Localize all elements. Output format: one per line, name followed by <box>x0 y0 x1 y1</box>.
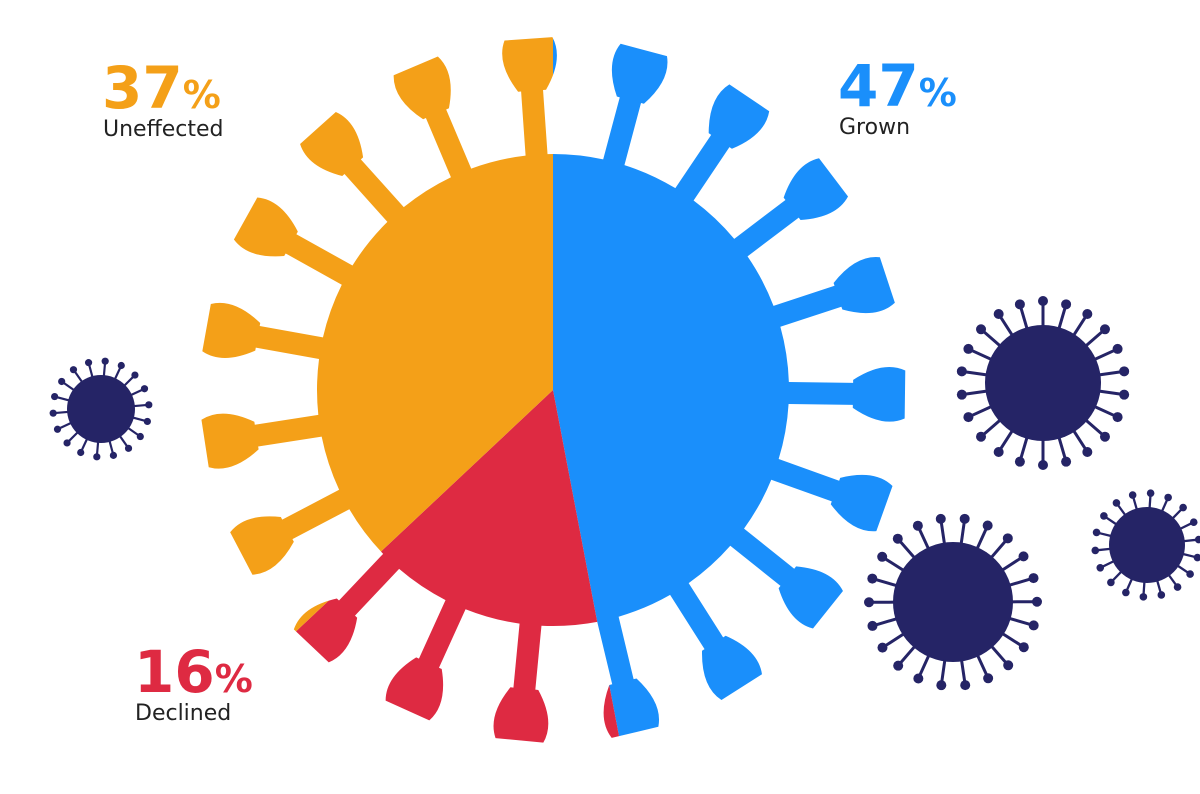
value-label: 37% <box>102 54 221 122</box>
value-label: 16% <box>134 638 253 706</box>
category-label: Grown <box>839 115 910 140</box>
decorative-viruses <box>49 296 1200 691</box>
category-label: Uneffected <box>103 117 224 142</box>
virus-icon <box>956 296 1130 470</box>
virus-icon <box>49 357 153 461</box>
virus-icon <box>864 513 1042 691</box>
category-label: Declined <box>135 701 231 726</box>
labels: 47%Grown 16%Declined 37%Uneffected <box>102 52 957 726</box>
value-label: 47% <box>838 52 957 120</box>
virus-icon <box>1091 489 1200 601</box>
